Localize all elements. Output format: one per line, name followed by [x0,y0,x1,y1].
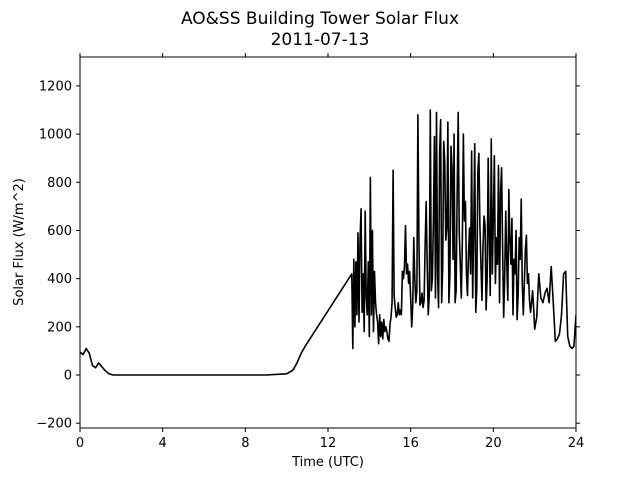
y-tick-label: 200 [47,320,72,335]
plot-area [80,109,576,376]
plot-frame [79,56,577,429]
y-tick-label: 1200 [39,79,72,94]
x-tick-label: 4 [159,436,167,451]
y-tick-label: −200 [36,417,72,432]
x-axis-label: Time (UTC) [291,455,364,470]
flux-series-line [80,109,576,376]
x-tick-label: 20 [485,436,502,451]
y-axis-label: Solar Flux (W/m^2) [12,178,27,306]
axes: 0 4 8 12 16 20 24 −200 0 200 400 600 800 1000 1200 [36,53,584,451]
x-tick-label: 8 [241,436,249,451]
x-tick-label: 16 [402,436,419,451]
y-tick-label: 1000 [39,128,72,143]
x-tick-label: 12 [320,436,337,451]
x-tick-label: 0 [76,436,84,451]
chart-title: AO&SS Building Tower Solar Flux [181,9,459,29]
x-tick-label: 24 [568,436,585,451]
y-tick-label: 0 [64,369,72,384]
y-tick-label: 600 [47,224,72,239]
chart-subtitle: 2011-07-13 [271,30,370,50]
y-tick-label: 400 [47,272,72,287]
y-tick-label: 800 [47,176,72,191]
